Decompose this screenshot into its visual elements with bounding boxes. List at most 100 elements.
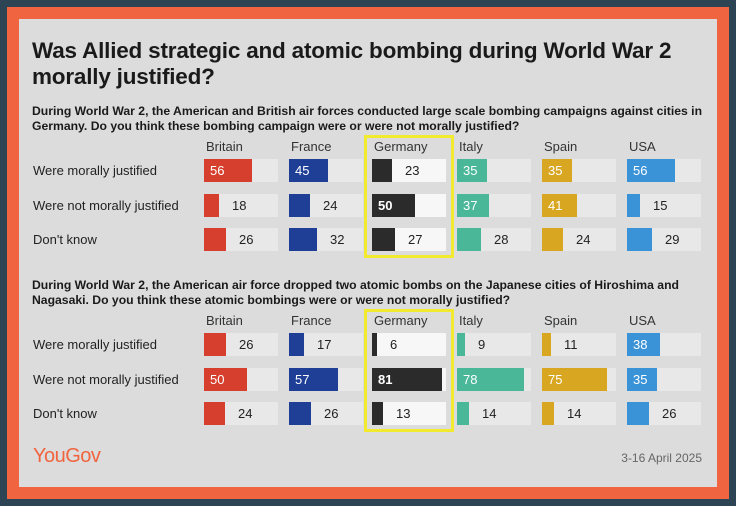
yougov-logo: YouGov [33,445,101,467]
column-header-germany: Germany [374,313,428,328]
value-label: 57 [295,372,310,387]
bar-britain [204,402,225,425]
row-label: Were not morally justified [33,372,179,387]
cell-usa: 26 [627,402,701,425]
bar-usa [627,228,652,251]
cell-britain: 50 [204,368,278,391]
row-label: Don't know [33,232,97,247]
bar-germany [372,194,415,217]
cell-spain: 11 [542,333,616,356]
chart-title: Was Allied strategic and atomic bombing … [32,38,672,89]
bar-usa [627,194,640,217]
value-label: 41 [548,198,563,213]
cell-spain: 24 [542,228,616,251]
question-text: During World War 2, the American air for… [32,278,679,307]
germany-highlight-box [364,309,454,432]
column-header-france: France [291,139,332,154]
value-label: 13 [396,406,411,421]
question-text: During World War 2, the American and Bri… [32,104,703,133]
row-label: Were morally justified [33,163,158,178]
bar-spain [542,402,554,425]
column-header-britain: Britain [206,313,243,328]
cell-spain: 75 [542,368,616,391]
value-label: 35 [463,163,478,178]
cell-germany: 6 [372,333,446,356]
value-label: 17 [317,337,332,352]
cell-usa: 15 [627,194,701,217]
column-header-germany: Germany [374,139,428,154]
value-label: 15 [653,198,668,213]
bar-france [289,333,304,356]
bar-spain [542,368,607,391]
bar-italy [457,368,524,391]
bar-italy [457,194,489,217]
bar-britain [204,159,252,182]
bar-italy [457,159,487,182]
germany-highlight-box [364,135,454,258]
value-label: 9 [478,337,486,352]
cell-britain: 26 [204,333,278,356]
value-label: 28 [494,232,509,247]
value-label: 14 [567,406,582,421]
row-label: Were morally justified [33,337,158,352]
value-label: 26 [662,406,677,421]
value-label: 24 [238,406,253,421]
value-label: 26 [239,232,254,247]
cell-britain: 24 [204,402,278,425]
value-label: 35 [633,372,648,387]
cell-italy: 78 [457,368,531,391]
bar-britain [204,333,226,356]
bar-britain [204,368,247,391]
bar-italy [457,333,465,356]
cell-usa: 35 [627,368,701,391]
cell-france: 57 [289,368,363,391]
bar-usa [627,368,657,391]
column-header-spain: Spain [544,139,578,154]
cell-usa: 29 [627,228,701,251]
bar-france [289,402,311,425]
bar-germany [372,159,392,182]
cell-britain: 18 [204,194,278,217]
cell-germany: 27 [372,228,446,251]
bar-germany [372,368,442,391]
cell-spain: 41 [542,194,616,217]
survey-date: 3-16 April 2025 [621,451,702,465]
value-label: 11 [564,337,578,352]
cell-spain: 14 [542,402,616,425]
cell-italy: 37 [457,194,531,217]
value-label: 32 [330,232,345,247]
value-label: 14 [482,406,497,421]
value-label: 75 [548,372,563,387]
bar-usa [627,402,649,425]
column-header-italy: Italy [459,313,483,328]
value-label: 29 [665,232,680,247]
row-label: Don't know [33,406,97,421]
bar-spain [542,228,563,251]
bar-spain [542,194,577,217]
bar-italy [457,228,481,251]
cell-spain: 35 [542,159,616,182]
bar-italy [457,402,469,425]
bar-france [289,368,338,391]
value-label: 56 [210,163,225,178]
bar-spain [542,333,551,356]
row-label: Were not morally justified [33,198,179,213]
cell-france: 45 [289,159,363,182]
cell-italy: 28 [457,228,531,251]
cell-germany: 50 [372,194,446,217]
bar-britain [204,228,226,251]
value-label: 24 [576,232,591,247]
column-header-italy: Italy [459,139,483,154]
bar-germany [372,228,395,251]
cell-usa: 56 [627,159,701,182]
value-label: 81 [378,372,393,387]
value-label: 37 [463,198,478,213]
cell-italy: 9 [457,333,531,356]
cell-france: 24 [289,194,363,217]
value-label: 23 [405,163,420,178]
cell-germany: 23 [372,159,446,182]
cell-germany: 13 [372,402,446,425]
cell-usa: 38 [627,333,701,356]
bar-germany [372,402,383,425]
value-label: 26 [324,406,339,421]
